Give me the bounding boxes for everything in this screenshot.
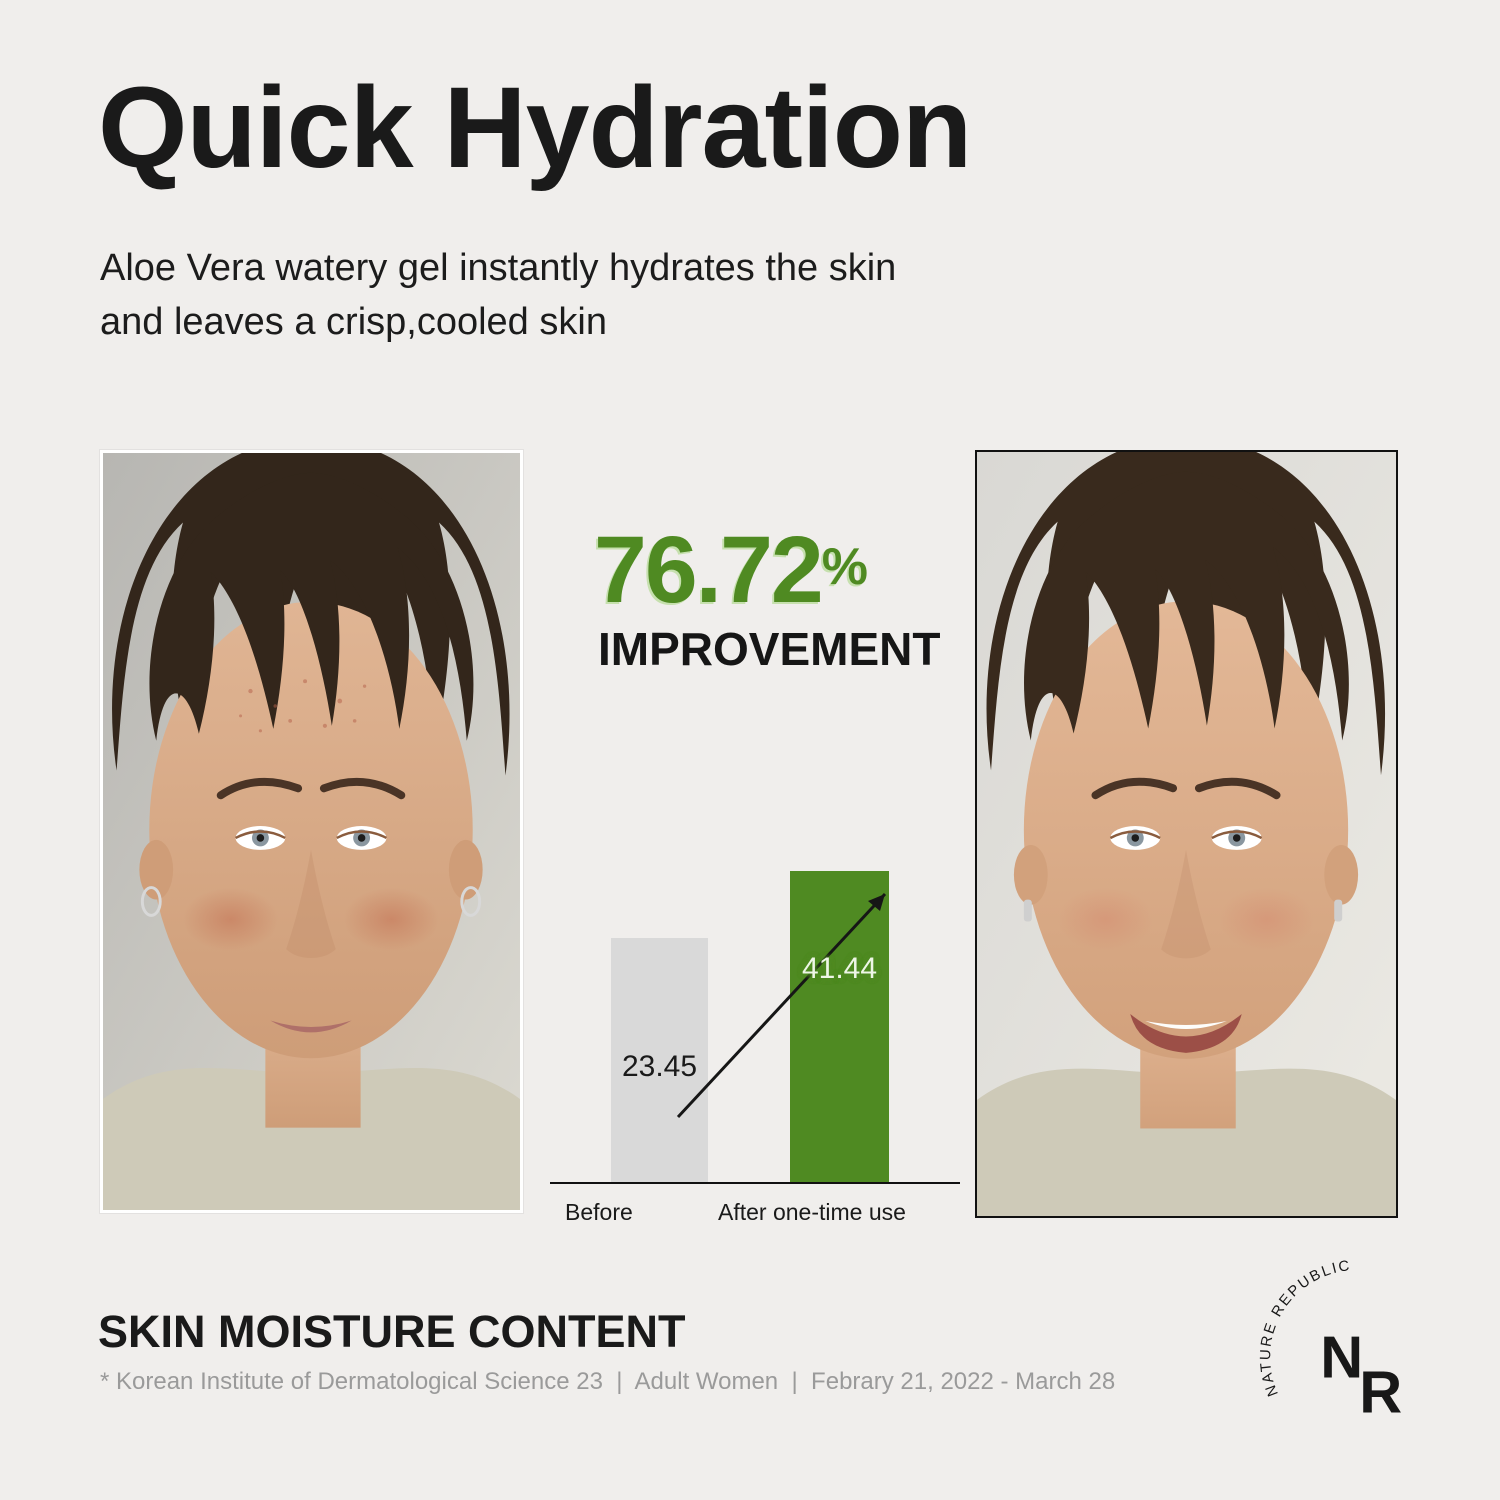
svg-text:R: R	[1359, 1358, 1402, 1425]
svg-text:N: N	[1320, 1323, 1363, 1390]
